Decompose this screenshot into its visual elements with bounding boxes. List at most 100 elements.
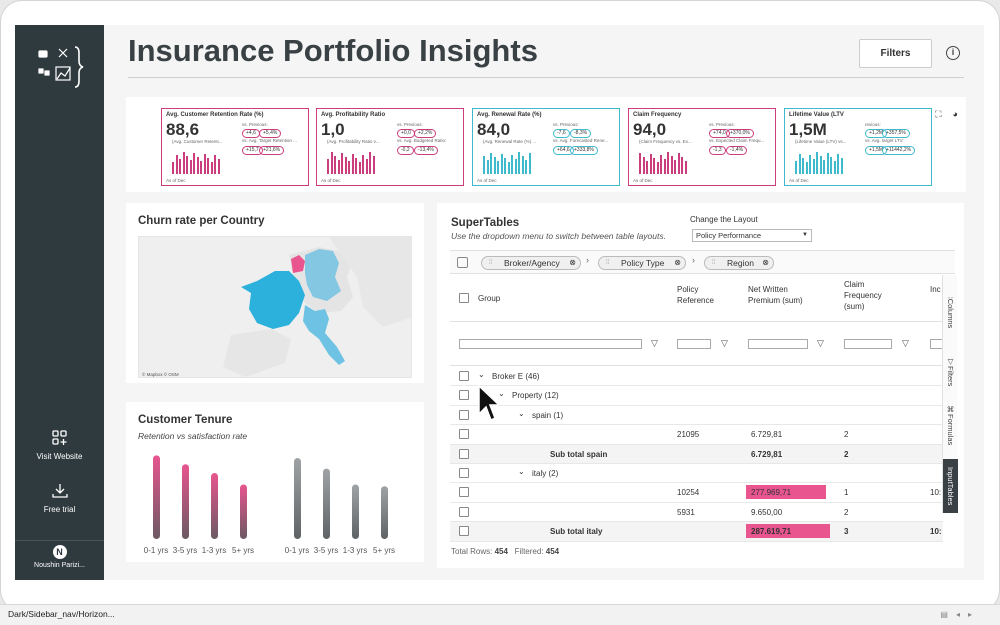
kpi-title: Lifetime Value (LTV <box>789 112 844 118</box>
chip-policy-type[interactable]: ⦙⦙ Policy Type ⊗ <box>598 256 686 270</box>
header-group[interactable]: Group <box>478 294 501 303</box>
expand-chevron-icon[interactable]: ⌄ <box>478 370 485 379</box>
kpi-subtitle: (Avg. Renewal Rate (%) ... <box>483 139 537 144</box>
kpi-delta-badge: +370,0% <box>726 129 754 138</box>
filter-icon[interactable]: ▽ <box>817 338 824 348</box>
layout-select[interactable]: Policy Performance ▼ <box>692 229 812 242</box>
kpi-prev-label: vs. Previous: <box>397 122 423 127</box>
group-filter-input[interactable] <box>459 339 642 349</box>
side-tab-columns[interactable]: ⦙Columns <box>943 283 958 343</box>
kpi-delta-badge: +333,8% <box>570 146 598 155</box>
filters-button[interactable]: Filters <box>859 39 932 68</box>
premium-cell: 6.729,81 <box>751 430 783 440</box>
subtotal-row[interactable]: Sub total italy 287.619,71 3 10: <box>450 522 943 542</box>
kpi-sparkbar <box>337 160 340 174</box>
kpi-delta-badge: -0,2 <box>397 146 414 155</box>
kpi-sparkbar <box>172 162 174 174</box>
row-checkbox[interactable] <box>459 409 469 420</box>
kpi-card[interactable]: Claim Frequency 94,0 vs. Previous: vs. Expe… <box>628 108 776 186</box>
grouping-icon[interactable] <box>457 257 468 268</box>
row-checkbox[interactable] <box>459 429 469 440</box>
kpi-sparkbar <box>833 161 836 174</box>
kpi-title: Avg. Renewal Rate (%) <box>477 112 542 118</box>
side-tab-formulas[interactable]: ⌘Formulas <box>943 399 958 451</box>
formula-icon: ⌘ <box>946 404 955 414</box>
filter-icon[interactable]: ▽ <box>902 338 909 348</box>
kpi-sparkbar <box>186 156 188 174</box>
kpi-card[interactable]: Lifetime Value (LTV 1,5M revious: vs. Avg. … <box>784 108 932 186</box>
header-ind[interactable]: Inc <box>930 285 941 294</box>
kpi-sparkbar <box>355 158 357 174</box>
policy-ref-cell: 10254 <box>677 488 700 498</box>
filter-icon[interactable]: ▽ <box>651 338 658 348</box>
expand-chevron-icon[interactable]: ⌄ <box>518 467 525 476</box>
remove-icon[interactable]: ⊗ <box>674 258 681 267</box>
kpi-sparkbar <box>809 155 811 174</box>
expand-chevron-icon[interactable]: ⌄ <box>518 408 525 418</box>
header-claim[interactable]: Claim Frequency (sum) <box>844 280 882 311</box>
expand-chevron-icon[interactable]: ⌄ <box>498 389 505 399</box>
claim-filter-input[interactable] <box>844 339 892 349</box>
claim-cell: 2 <box>844 449 849 459</box>
policy-ref-cell: 5931 <box>677 507 695 517</box>
kpi-sparkbar <box>214 155 216 174</box>
fullscreen-icon[interactable]: ⛶ <box>935 109 953 119</box>
row-checkbox[interactable] <box>459 390 469 401</box>
claim-cell: 2 <box>844 507 849 517</box>
free-trial-button[interactable]: Free trial <box>15 483 104 514</box>
table-row[interactable]: ⌄ spain (1) <box>450 406 943 426</box>
kpi-sparkbar <box>193 153 195 174</box>
remove-icon[interactable]: ⊗ <box>762 258 769 267</box>
table-row[interactable]: 21095 6.729,81 2 <box>450 425 943 445</box>
kpi-sparkbar <box>344 157 347 174</box>
select-all-checkbox[interactable] <box>459 293 469 303</box>
palette-icon[interactable]: ◕ <box>952 109 969 119</box>
table-row[interactable]: ⌄ Property (12) <box>450 386 943 406</box>
info-icon[interactable]: i <box>946 46 960 60</box>
user-name: Noushin Parizi... <box>34 562 85 569</box>
kpi-card[interactable]: Avg. Renewal Rate (%) 84,0 vs. Previous: vs… <box>472 108 620 186</box>
header-policy-ref[interactable]: Policy Reference <box>677 285 714 305</box>
side-tab-filters[interactable]: ▽Filters <box>943 351 958 393</box>
remove-icon[interactable]: ⊗ <box>569 258 576 267</box>
visit-website-button[interactable]: Visit Website <box>15 430 104 461</box>
kpi-sparkbar <box>670 156 673 174</box>
premium-filter-input[interactable] <box>748 339 808 349</box>
side-tab-label: Columns <box>946 299 955 329</box>
supertables-subtitle: Use the dropdown menu to switch between … <box>451 231 666 241</box>
table-row[interactable]: ⌄ italy (2) <box>450 464 943 484</box>
table-row[interactable]: 5931 9.650,00 2 <box>450 503 943 523</box>
row-checkbox[interactable] <box>459 371 469 381</box>
premium-cell: 277.969,71 <box>751 488 792 498</box>
chip-region[interactable]: ⦙⦙ Region ⊗ <box>704 256 774 270</box>
kpi-card[interactable]: Avg. Profitability Ratio 1,0 vs. Previous:… <box>316 108 464 186</box>
header-premium[interactable]: Net Written Premium (sum) <box>748 285 803 305</box>
chevron-right-icon: › <box>692 255 695 265</box>
kpi-delta-badge: -1,4% <box>726 146 748 155</box>
ind-filter-input[interactable] <box>930 339 943 349</box>
ref-filter-input[interactable] <box>677 339 711 349</box>
row-checkbox[interactable] <box>459 468 469 478</box>
row-checkbox[interactable] <box>459 526 469 537</box>
row-checkbox[interactable] <box>459 448 469 459</box>
subtotal-row[interactable]: Sub total spain 6.729,81 2 <box>450 444 943 464</box>
kpi-value: 84,0 <box>477 120 511 139</box>
row-checkbox[interactable] <box>459 487 469 498</box>
kpi-as-of: As of Dec <box>166 178 186 183</box>
highlight-cell <box>746 485 826 500</box>
chip-broker[interactable]: ⦙⦙ Broker/Agency ⊗ <box>481 256 581 270</box>
user-profile[interactable]: N Noushin Parizi... <box>15 540 104 580</box>
churn-map[interactable]: © Mapbox © OSM <box>138 236 412 378</box>
kpi-sparkbar <box>369 152 371 174</box>
table-row[interactable]: 10254 277.969,71 1 10: <box>450 483 943 503</box>
kpi-sparkbar <box>358 162 361 174</box>
side-tab-inputtables[interactable]: InputTables <box>943 459 958 513</box>
kpi-delta-badge: -1,3 <box>709 146 726 155</box>
kpi-card[interactable]: Avg. Customer Retention Rate (%) 88,6 vs. … <box>161 108 309 186</box>
tenure-label: 0-1 yrs <box>284 546 310 555</box>
kpi-sparkbar <box>362 155 364 174</box>
claim-cell: 1 <box>844 488 849 498</box>
row-checkbox[interactable] <box>459 506 469 517</box>
filter-icon[interactable]: ▽ <box>721 338 728 348</box>
table-row[interactable]: ⌄ Broker E (46) <box>450 367 943 387</box>
